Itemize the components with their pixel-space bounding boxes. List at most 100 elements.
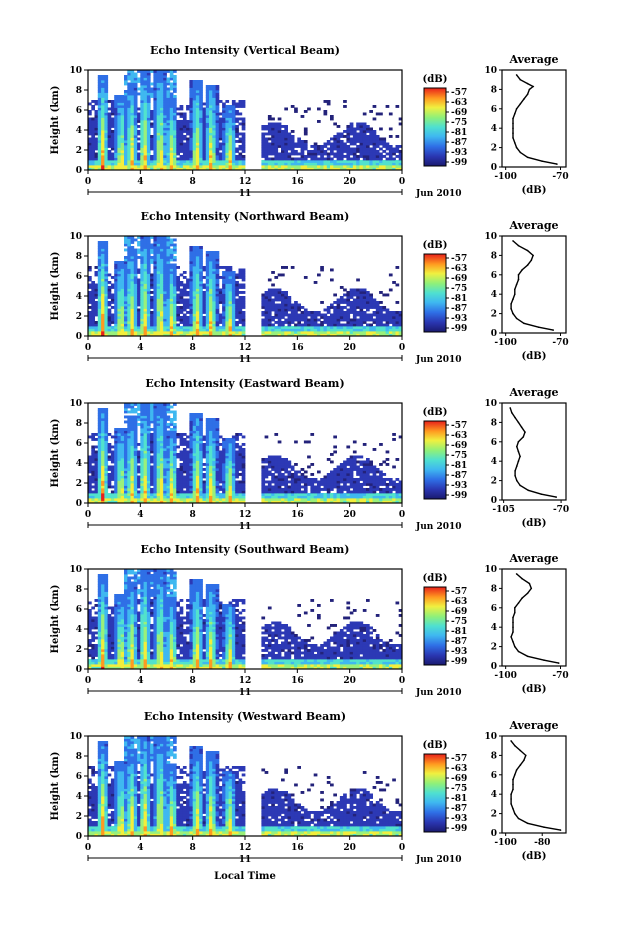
heatmap-cell: [97, 132, 102, 136]
heatmap-cell: [235, 140, 239, 143]
profile-point: [532, 85, 534, 88]
heatmap-cell: [189, 306, 194, 309]
heatmap-cell: [339, 316, 344, 319]
heatmap-cell: [330, 268, 334, 272]
heatmap-cell: [163, 155, 167, 158]
heatmap-cell: [290, 306, 295, 309]
heatmap-cell: [150, 493, 154, 496]
heatmap-cell: [366, 313, 370, 317]
heatmap-cell: [140, 473, 144, 476]
heatmap-cell: [343, 145, 347, 148]
heatmap-cell: [209, 308, 213, 312]
heatmap-cell: [153, 308, 158, 312]
heatmap-cell: [362, 150, 367, 153]
heatmap-cell: [127, 266, 131, 269]
heatmap-cell: [117, 122, 122, 126]
heatmap-cell: [153, 110, 158, 113]
y-tick-label: 2: [76, 312, 82, 322]
heatmap-cell: [264, 311, 269, 314]
heatmap-cell: [133, 147, 138, 151]
heatmap-cell: [264, 331, 269, 334]
heatmap-cell: [189, 142, 194, 146]
heatmap-cell: [127, 102, 131, 106]
heatmap-cell: [362, 321, 367, 324]
heatmap-cell: [343, 316, 347, 319]
heatmap-cell: [101, 142, 105, 146]
heatmap-cell: [212, 142, 216, 146]
heatmap-cell: [372, 135, 377, 138]
heatmap-cell: [215, 268, 220, 272]
heatmap-cell: [290, 145, 295, 148]
heatmap-cell: [97, 450, 102, 454]
heatmap-cell: [110, 100, 115, 103]
heatmap-cell: [281, 316, 285, 319]
heatmap-cell: [362, 318, 367, 322]
heatmap-cell: [133, 95, 138, 98]
heatmap-cell: [150, 137, 154, 141]
heatmap-cell: [94, 117, 99, 121]
heatmap-cell: [231, 155, 236, 158]
heatmap-cell: [356, 298, 360, 302]
heatmap-cell: [375, 333, 380, 337]
heatmap-cell: [110, 135, 115, 138]
heatmap-cell: [101, 465, 105, 469]
heatmap-cell: [88, 478, 92, 481]
heatmap-cell: [101, 127, 105, 131]
heatmap-cell: [218, 125, 223, 128]
heatmap-cell: [186, 283, 190, 287]
heatmap-cell: [166, 167, 171, 171]
heatmap-cell: [310, 150, 315, 153]
heatmap-cell: [97, 241, 102, 244]
heatmap-cell: [346, 293, 351, 297]
heatmap-cell: [379, 152, 383, 156]
heatmap-cell: [104, 455, 109, 459]
heatmap-cell: [303, 132, 308, 136]
heatmap-cell: [137, 301, 141, 304]
heatmap-cell: [91, 326, 95, 329]
heatmap-cell: [156, 80, 161, 83]
heatmap-cell: [241, 276, 246, 279]
heatmap-cell: [110, 160, 115, 163]
heatmap-cell: [153, 306, 158, 309]
heatmap-cell: [284, 266, 288, 269]
heatmap-cell: [222, 147, 226, 151]
heatmap-cell: [133, 132, 138, 136]
heatmap-cell: [369, 293, 373, 297]
heatmap-cell: [140, 160, 144, 163]
heatmap-cell: [124, 137, 128, 141]
heatmap-cell: [222, 150, 226, 153]
heatmap-cell: [359, 135, 364, 138]
heatmap-cell: [160, 135, 164, 138]
profile-point: [515, 317, 518, 320]
heatmap-cell: [287, 331, 292, 334]
heatmap-cell: [130, 408, 135, 411]
heatmap-cell: [359, 293, 364, 297]
heatmap-cell: [192, 87, 197, 91]
heatmap-cell: [150, 318, 154, 322]
heatmap-cell: [163, 117, 167, 121]
heatmap-cell: [359, 328, 364, 332]
heatmap-cell: [228, 308, 233, 312]
heatmap-cell: [124, 321, 128, 324]
heatmap-cell: [195, 303, 200, 307]
heatmap-cell: [372, 306, 377, 309]
heatmap-cell: [150, 145, 154, 148]
heatmap-cell: [209, 273, 213, 277]
heatmap-cell: [290, 318, 295, 322]
heatmap-cell: [146, 95, 151, 98]
heatmap-cell: [88, 150, 92, 153]
heatmap-cell: [104, 281, 109, 284]
heatmap-cell: [330, 331, 334, 334]
heatmap-cell: [143, 483, 148, 486]
heatmap-cell: [97, 408, 102, 411]
heatmap-cell: [137, 288, 141, 292]
profile-point: [526, 264, 529, 266]
heatmap-cell: [146, 485, 151, 489]
heatmap-cell: [104, 142, 109, 146]
heatmap-cell: [166, 70, 171, 73]
heatmap-cell: [336, 165, 341, 168]
heatmap-cell: [143, 288, 148, 292]
heatmap-cell: [146, 165, 151, 168]
heatmap-cell: [153, 142, 158, 146]
heatmap-cell: [388, 127, 393, 131]
